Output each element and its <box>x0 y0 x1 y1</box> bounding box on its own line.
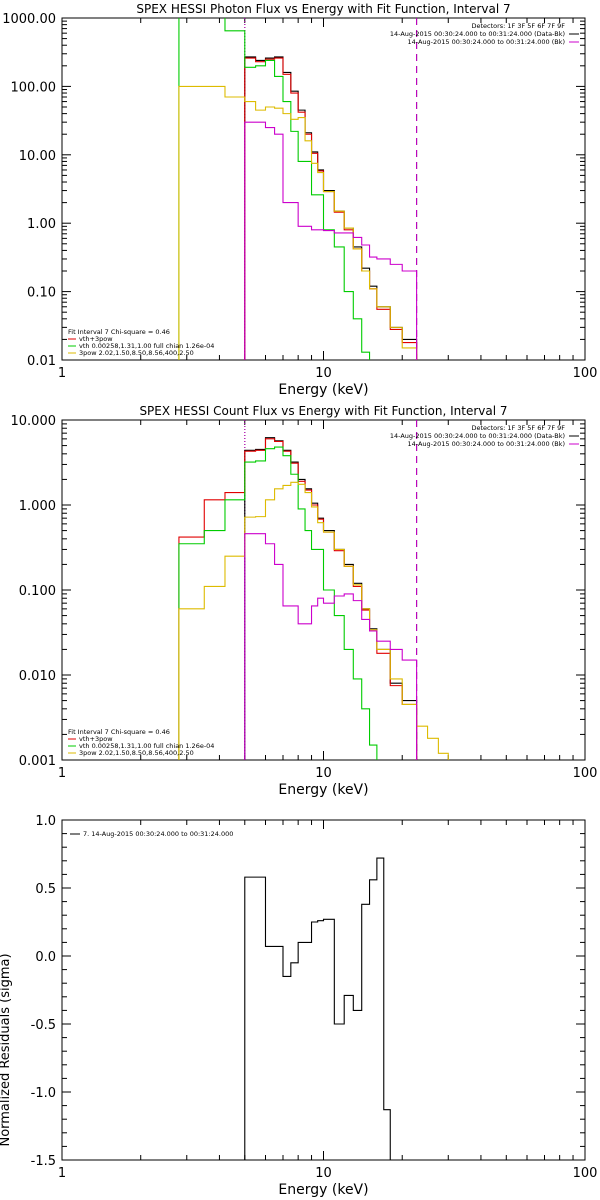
panel1-series-3-line <box>178 18 371 360</box>
panel3-x-axis-label: Energy (keV) <box>278 1182 368 1198</box>
panel2-series-4-line <box>178 481 449 760</box>
panel1-legend-text: vth+3pow <box>79 335 113 343</box>
panel1-series-5-line <box>244 121 418 360</box>
panel2-x-tick-label: 1 <box>58 766 66 781</box>
panel1-legend-text: Detectors: 1F 3F 5F 6F 7F 9F <box>471 22 565 30</box>
panel1-title: SPEX HESSI Photon Flux vs Energy with Fi… <box>136 2 510 16</box>
panel3-x-tick-label: 1 <box>58 1166 66 1181</box>
panel2-y-tick-label: 0.001 <box>19 754 56 769</box>
panel2-series-3-line <box>178 446 378 760</box>
panel3-x-tick-label: 100 <box>573 1166 598 1181</box>
panel1-series-1-line <box>244 56 418 360</box>
panel1-x-tick-label: 10 <box>315 366 332 381</box>
panel3-x-tick-label: 10 <box>315 1166 332 1181</box>
panel2-y-tick-label: 0.100 <box>19 584 56 599</box>
panel3-y-tick-label: 1.0 <box>35 814 56 829</box>
panel2-legend-text: vth 0.00258,1.31,1.00 full chian 1.26e-0… <box>79 742 214 750</box>
panel1-series-2-line <box>244 57 418 360</box>
panel3-y-tick-label: -1.0 <box>31 1086 56 1101</box>
panel2-x-axis-label: Energy (keV) <box>278 782 368 798</box>
panel3-y-tick-label: -0.5 <box>31 1018 56 1033</box>
panel2-legend-text: 14-Aug-2015 00:30:24.000 to 00:31:24.000… <box>390 432 565 440</box>
panel1-y-tick-label: 1000.00 <box>2 12 56 27</box>
panel1-legend-text: Fit Interval 7 Chi-square = 0.46 <box>68 328 170 336</box>
panel3-y-tick-label: 0.5 <box>35 882 56 897</box>
panel1-series-4-line <box>178 85 418 360</box>
panel2-title: SPEX HESSI Count Flux vs Energy with Fit… <box>139 404 507 418</box>
panel1-legend-text: 3pow 2.02,1.50,8.50,8.56,400,2.50 <box>79 349 194 357</box>
panel2-y-tick-label: 10.000 <box>11 414 57 429</box>
panel3-plot-frame <box>61 819 586 1161</box>
panel3-y-tick-label: 0.0 <box>35 950 56 965</box>
panel2-x-tick-label: 10 <box>315 766 332 781</box>
panel2-legend-text: 3pow 2.02,1.50,8.50,8.56,400,2.50 <box>79 749 194 757</box>
panel3-y-axis-label: Normalized Residuals (sigma) <box>0 953 13 1146</box>
panel1-x-tick-label: 1 <box>58 366 66 381</box>
panel2-legend-text: 14-Aug-2015 00:30:24.000 to 00:31:24.000… <box>408 440 565 448</box>
panel3-legend-text: 7. 14-Aug-2015 00:30:24.000 to 00:31:24.… <box>83 830 233 838</box>
panel2-x-tick-label: 100 <box>573 766 598 781</box>
panel1-y-tick-label: 0.10 <box>27 286 56 301</box>
panel1-legend-text: 14-Aug-2015 00:30:24.000 to 00:31:24.000… <box>408 38 565 46</box>
panel2-series-1-line <box>244 437 418 760</box>
panel2-y-tick-label: 1.000 <box>19 499 56 514</box>
panel1-x-tick-label: 100 <box>573 366 598 381</box>
panel2-y-tick-label: 0.010 <box>19 669 56 684</box>
panel2-legend-text: Detectors: 1F 3F 5F 6F 7F 9F <box>471 424 565 432</box>
panel3-y-tick-label: -1.5 <box>31 1154 56 1169</box>
panel2-series-5-line <box>244 533 418 760</box>
panel1-legend-text: vth 0.00258,1.31,1.00 full chian 1.26e-0… <box>79 342 214 350</box>
panel1-x-axis-label: Energy (keV) <box>278 382 368 398</box>
panel1-y-tick-label: 0.01 <box>27 354 56 369</box>
panel1-legend-text: 14-Aug-2015 00:30:24.000 to 00:31:24.000… <box>390 30 565 38</box>
panel2-legend-text: vth+3pow <box>79 735 113 743</box>
panel2-legend-text: Fit Interval 7 Chi-square = 0.46 <box>68 728 170 736</box>
panel3-series-1-line <box>244 857 391 1160</box>
panel1-y-tick-label: 10.00 <box>19 149 56 164</box>
panel1-y-tick-label: 100.00 <box>11 80 57 95</box>
panel1-y-tick-label: 1.00 <box>27 217 56 232</box>
